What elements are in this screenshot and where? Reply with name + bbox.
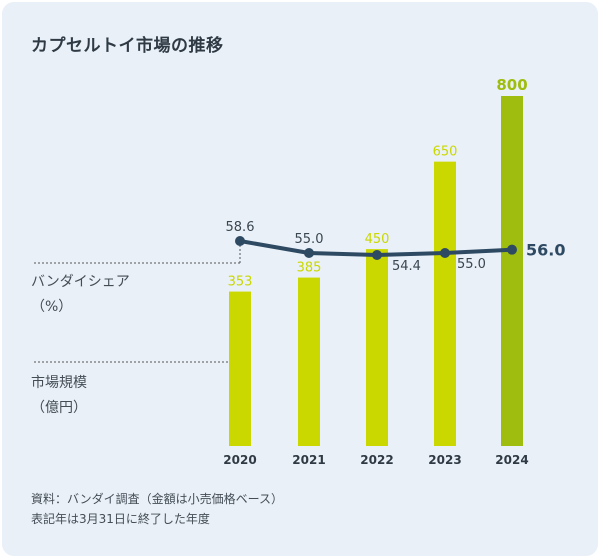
share-label-line-1: バンダイシェア bbox=[31, 274, 130, 290]
x-tick-label-2024: 2024 bbox=[495, 453, 528, 467]
x-tick-label-2023: 2023 bbox=[428, 453, 461, 467]
share-value-label-2023: 55.0 bbox=[457, 257, 486, 272]
bar-value-label-2022: 450 bbox=[365, 232, 390, 247]
x-tick-label-2020: 2020 bbox=[223, 453, 256, 467]
bar-value-label-2020: 353 bbox=[228, 275, 253, 290]
share-value-label-2021: 55.0 bbox=[295, 232, 324, 247]
bar-2021 bbox=[298, 277, 320, 446]
size-label-line-1: 市場規模 bbox=[31, 375, 87, 391]
x-tick-label-2022: 2022 bbox=[360, 453, 393, 467]
x-tick-label-2021: 2021 bbox=[292, 453, 325, 467]
share-point-2021 bbox=[304, 248, 314, 258]
bar-2023 bbox=[434, 161, 456, 446]
labels-group: 353 385 450 650 800 2020 2021 2022 2023 2024 58.6 5… bbox=[223, 76, 565, 467]
bar-2022 bbox=[366, 249, 388, 446]
share-value-label-2022: 54.4 bbox=[392, 259, 421, 274]
source-note: 資料：バンダイ調査（金額は小売価格ベース） bbox=[31, 492, 284, 506]
share-value-label-2020: 58.6 bbox=[226, 220, 255, 235]
bar-value-label-2024: 800 bbox=[496, 76, 527, 94]
chart-title: カプセルトイ市場の推移 bbox=[31, 36, 224, 56]
share-point-2020 bbox=[235, 236, 245, 246]
fiscal-year-note: 表記年は3月31日に終了した年度 bbox=[31, 512, 210, 526]
share-label-line-2: （%） bbox=[31, 299, 73, 315]
share-axis-label: バンダイシェア （%） bbox=[31, 270, 130, 320]
bar-2024 bbox=[501, 96, 523, 446]
bar-value-label-2023: 650 bbox=[433, 145, 458, 160]
share-point-2022 bbox=[372, 250, 382, 260]
share-point-2024 bbox=[507, 244, 517, 255]
size-axis-label: 市場規模 （億円） bbox=[31, 371, 87, 421]
share-line-group bbox=[235, 236, 517, 260]
bar-2020 bbox=[229, 291, 251, 446]
footer-notes: 資料：バンダイ調査（金額は小売価格ベース） 表記年は3月31日に終了した年度 bbox=[31, 489, 283, 529]
share-value-label-2024: 56.0 bbox=[526, 241, 565, 260]
share-point-2023 bbox=[440, 248, 450, 258]
bar-value-label-2021: 385 bbox=[297, 261, 322, 276]
size-label-line-2: （億円） bbox=[31, 400, 87, 416]
bars-group bbox=[229, 96, 523, 446]
